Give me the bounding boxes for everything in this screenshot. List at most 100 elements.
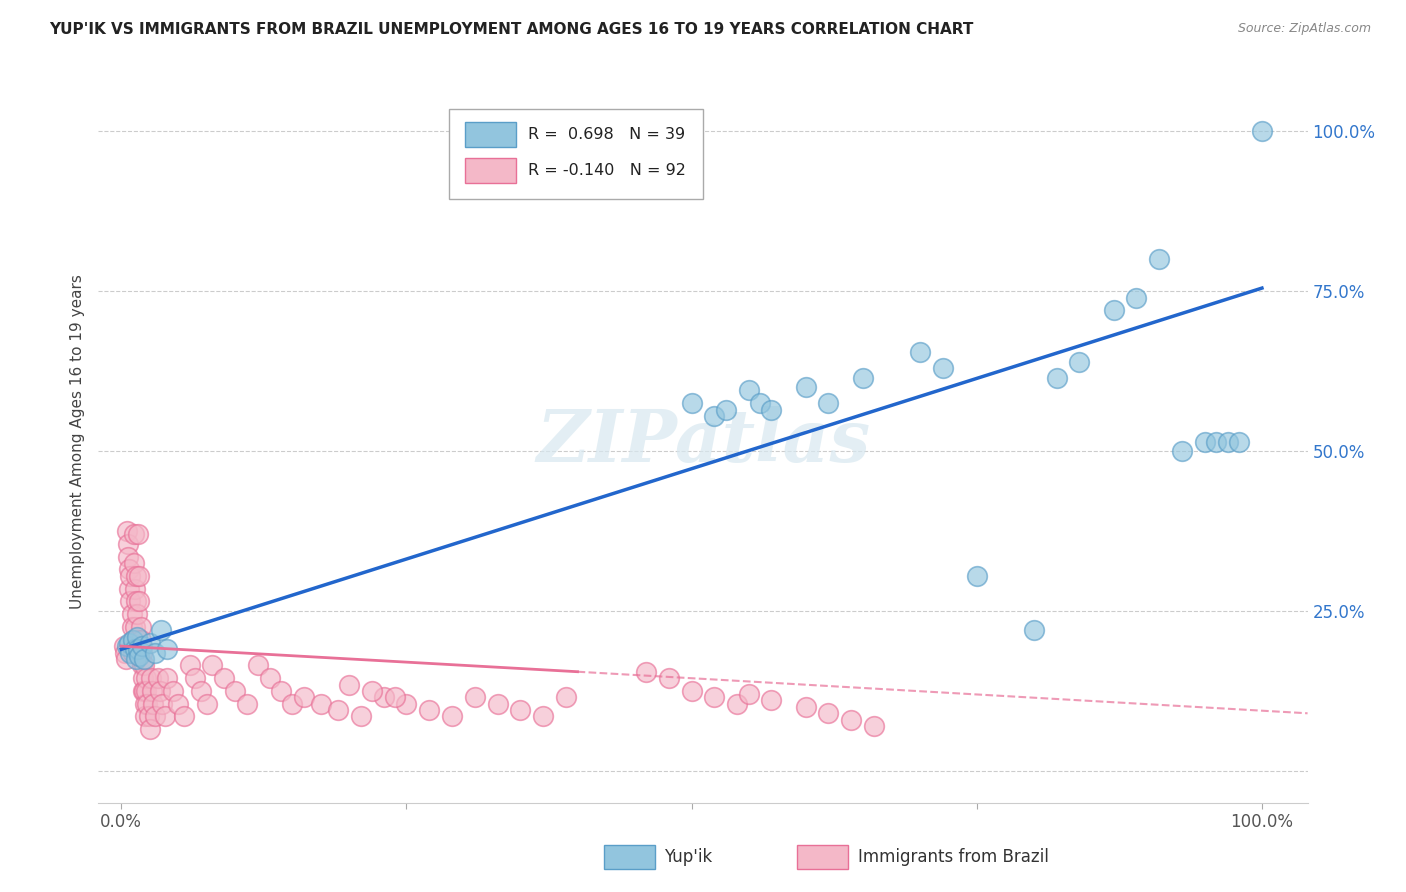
- Point: [138, 709, 160, 723]
- Point: [761, 693, 783, 707]
- Point: [127, 607, 149, 622]
- Point: [714, 402, 737, 417]
- Point: [1216, 434, 1239, 449]
- Point: [132, 684, 155, 698]
- Point: [337, 677, 360, 691]
- Point: [149, 684, 172, 698]
- Point: [118, 582, 141, 596]
- Point: [703, 690, 725, 705]
- Point: [134, 697, 156, 711]
- Point: [703, 409, 725, 423]
- Point: [817, 706, 839, 721]
- Point: [121, 632, 143, 647]
- Point: [131, 658, 153, 673]
- Point: [142, 697, 165, 711]
- Point: [128, 594, 150, 608]
- Point: [121, 646, 143, 660]
- Point: [749, 396, 772, 410]
- Point: [384, 690, 406, 705]
- Point: [373, 690, 395, 705]
- Point: [908, 345, 931, 359]
- Point: [127, 527, 149, 541]
- Point: [125, 652, 148, 666]
- Point: [931, 361, 953, 376]
- Text: Source: ZipAtlas.com: Source: ZipAtlas.com: [1237, 22, 1371, 36]
- Point: [1069, 354, 1091, 368]
- Point: [150, 623, 173, 637]
- Point: [129, 620, 152, 634]
- Point: [681, 684, 703, 698]
- Point: [179, 658, 201, 673]
- Point: [441, 709, 464, 723]
- FancyBboxPatch shape: [465, 122, 516, 147]
- Point: [1102, 303, 1125, 318]
- Point: [115, 639, 138, 653]
- Point: [141, 684, 163, 698]
- Point: [1205, 434, 1227, 449]
- Point: [634, 665, 657, 679]
- Point: [761, 402, 783, 417]
- Point: [555, 690, 578, 705]
- Point: [125, 569, 148, 583]
- Point: [139, 671, 162, 685]
- Point: [125, 594, 148, 608]
- Point: [127, 630, 149, 644]
- Point: [224, 684, 246, 698]
- Point: [146, 671, 169, 685]
- Text: Yup'ik: Yup'ik: [664, 848, 713, 866]
- Point: [121, 620, 143, 634]
- Point: [153, 709, 176, 723]
- Point: [122, 556, 145, 570]
- Point: [309, 697, 332, 711]
- Point: [117, 549, 139, 564]
- Point: [124, 620, 146, 634]
- Point: [128, 569, 150, 583]
- Point: [132, 658, 155, 673]
- Point: [1046, 370, 1069, 384]
- Point: [1149, 252, 1171, 267]
- Point: [1125, 291, 1147, 305]
- Point: [139, 636, 162, 650]
- Point: [794, 699, 817, 714]
- Point: [725, 697, 748, 711]
- Point: [184, 671, 207, 685]
- Point: [201, 658, 224, 673]
- Point: [132, 671, 155, 685]
- Point: [531, 709, 554, 723]
- Point: [464, 690, 486, 705]
- Text: ZIPatlas: ZIPatlas: [536, 406, 870, 477]
- Point: [145, 646, 167, 660]
- Point: [132, 684, 155, 698]
- FancyBboxPatch shape: [465, 158, 516, 183]
- Point: [128, 648, 150, 663]
- Point: [1194, 434, 1216, 449]
- Point: [863, 719, 886, 733]
- Point: [167, 697, 190, 711]
- Point: [794, 380, 817, 394]
- Point: [737, 384, 759, 398]
- Point: [120, 646, 142, 660]
- Point: [173, 709, 195, 723]
- Point: [118, 636, 141, 650]
- Point: [247, 658, 270, 673]
- Point: [127, 646, 149, 660]
- Point: [122, 527, 145, 541]
- Point: [120, 594, 142, 608]
- Point: [658, 671, 681, 685]
- Point: [145, 709, 167, 723]
- Point: [127, 632, 149, 647]
- Point: [509, 703, 531, 717]
- Point: [124, 642, 146, 657]
- Point: [127, 642, 149, 657]
- Point: [139, 723, 162, 737]
- Point: [326, 703, 349, 717]
- Point: [156, 642, 179, 657]
- Point: [115, 524, 138, 538]
- Point: [121, 607, 143, 622]
- Point: [817, 396, 839, 410]
- Text: R = -0.140   N = 92: R = -0.140 N = 92: [527, 163, 686, 178]
- Point: [852, 370, 875, 384]
- Point: [120, 569, 142, 583]
- Point: [395, 697, 418, 711]
- Point: [1227, 434, 1250, 449]
